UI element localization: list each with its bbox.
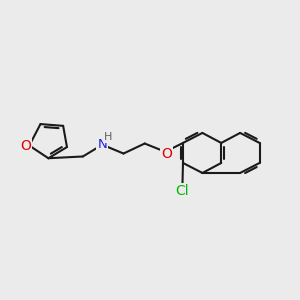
Text: N: N xyxy=(98,138,107,151)
Text: O: O xyxy=(20,139,31,153)
Text: Cl: Cl xyxy=(176,184,189,198)
Text: H: H xyxy=(104,132,112,142)
Text: O: O xyxy=(161,147,172,161)
